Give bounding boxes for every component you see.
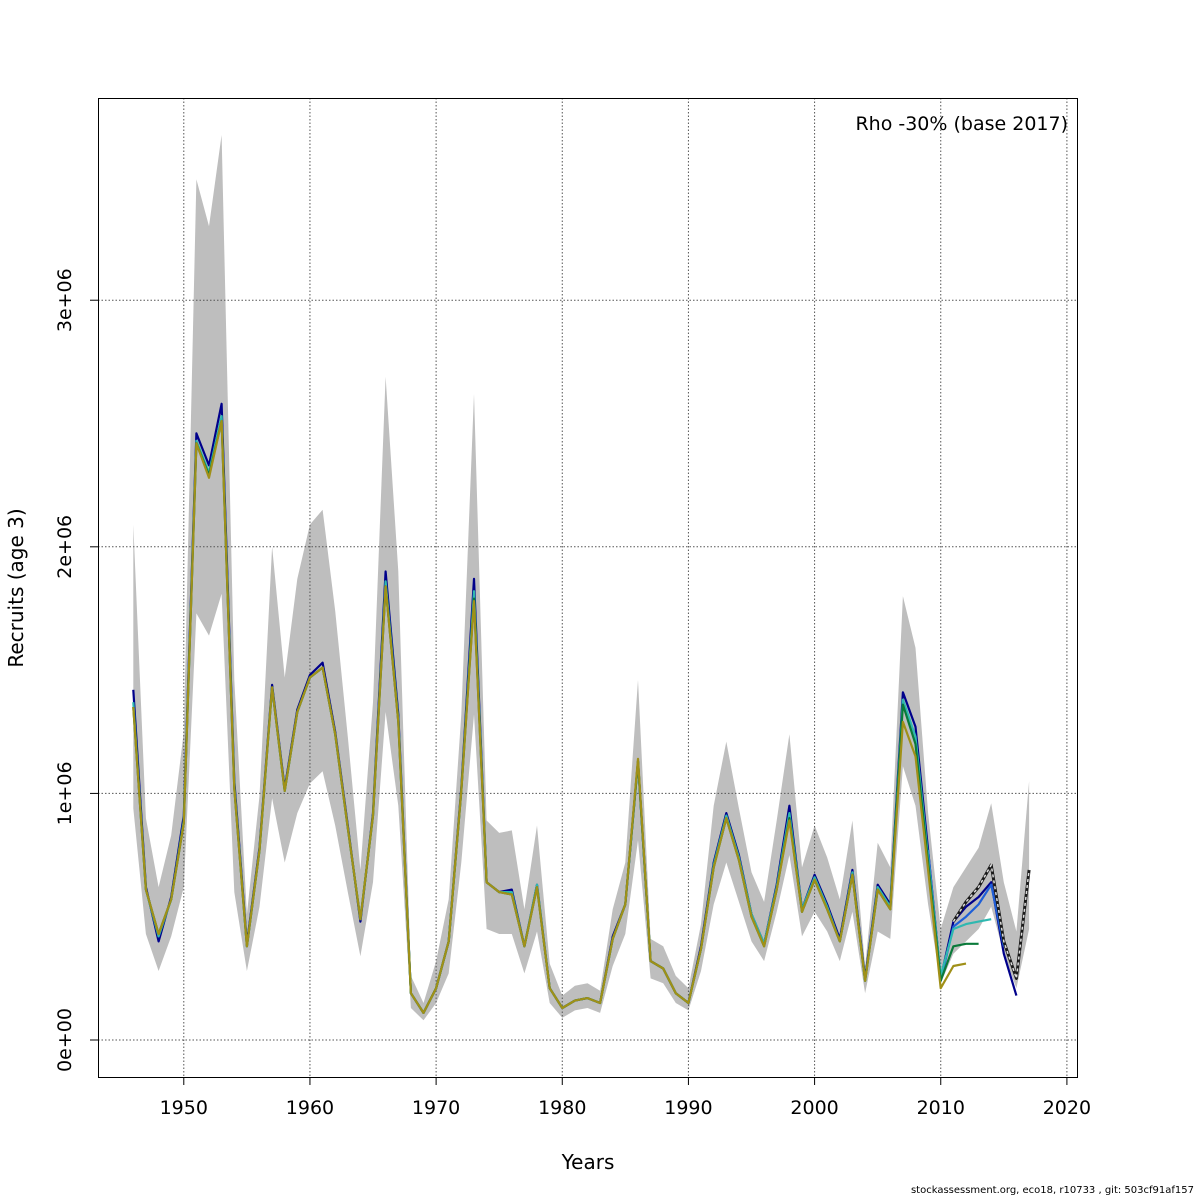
y-tick-label: 1e+06 xyxy=(54,761,76,825)
footer-credit: stockassessment.org, eco18, r10733 , git… xyxy=(910,1185,1194,1196)
legend-annotation: Rho -30% (base 2017) xyxy=(855,113,1068,135)
x-tick-label: 2000 xyxy=(790,1097,838,1119)
confidence-band-layer xyxy=(133,135,1030,1021)
y-axis-title: Recruits (age 3) xyxy=(4,508,28,667)
x-axis-title: Years xyxy=(561,1150,615,1174)
x-tick-label: 1960 xyxy=(286,1097,334,1119)
series-line-5 xyxy=(952,862,1030,979)
y-tick-label: 2e+06 xyxy=(54,515,76,579)
confidence-band xyxy=(133,135,1030,1021)
x-tick-label: 1990 xyxy=(664,1097,712,1119)
plot-frame xyxy=(98,98,1078,1078)
x-tick-label: 1970 xyxy=(412,1097,460,1119)
axis-layer: 1950 1960 1970 1980 1990 2000 2010 2020 0e+00 1e+… xyxy=(54,268,1091,1119)
x-tick-label: 2020 xyxy=(1043,1097,1091,1119)
series-line-4 xyxy=(132,419,967,1015)
y-tick-label: 3e+06 xyxy=(54,268,76,332)
grid-layer xyxy=(98,98,1077,1077)
series-layer xyxy=(132,402,1031,1015)
x-tick-label: 1980 xyxy=(538,1097,586,1119)
x-tick-label: 2010 xyxy=(917,1097,965,1119)
y-tick-label: 0e+00 xyxy=(54,1008,76,1072)
x-tick-label: 1950 xyxy=(160,1097,208,1119)
